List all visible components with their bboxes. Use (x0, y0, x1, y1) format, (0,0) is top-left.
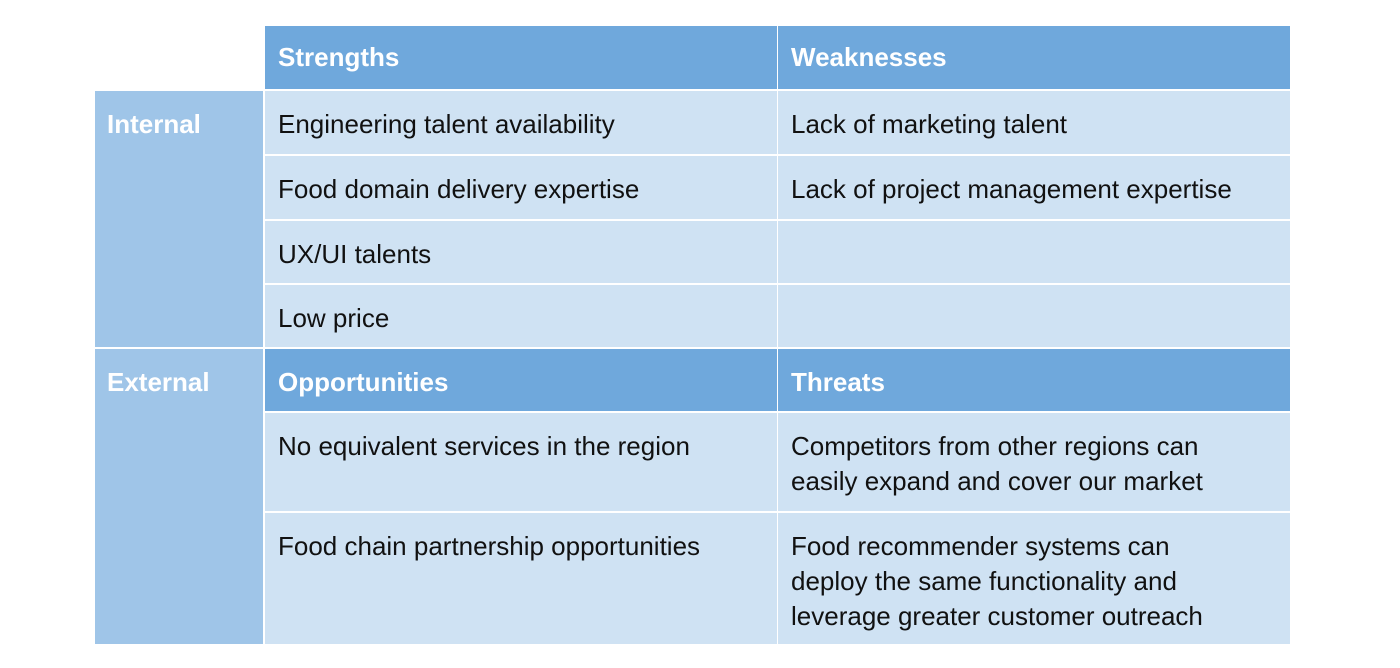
internal-row-label: Internal (95, 91, 265, 349)
external-row-label: External (95, 349, 265, 644)
threats-header: Threats (778, 349, 1290, 413)
strength-item: Food domain delivery expertise (265, 156, 779, 221)
opportunity-item: No equivalent services in the region (265, 413, 779, 513)
threat-item: Competitors from other regions can easil… (778, 413, 1290, 513)
weakness-item: Lack of marketing talent (778, 91, 1290, 156)
weakness-item (778, 285, 1290, 349)
weakness-item (778, 221, 1290, 285)
swot-table: Strengths Weaknesses Internal Engineerin… (95, 26, 1290, 644)
weaknesses-header: Weaknesses (778, 26, 1290, 91)
opportunities-header: Opportunities (265, 349, 779, 413)
strength-item: Engineering talent availability (265, 91, 779, 156)
strength-item: UX/UI talents (265, 221, 779, 285)
strengths-header: Strengths (265, 26, 779, 91)
weakness-item: Lack of project management expertise (778, 156, 1290, 221)
strength-item: Low price (265, 285, 779, 349)
opportunity-item: Food chain partnership opportunities (265, 513, 779, 644)
threat-item: Food recommender systems can deploy the … (778, 513, 1290, 644)
